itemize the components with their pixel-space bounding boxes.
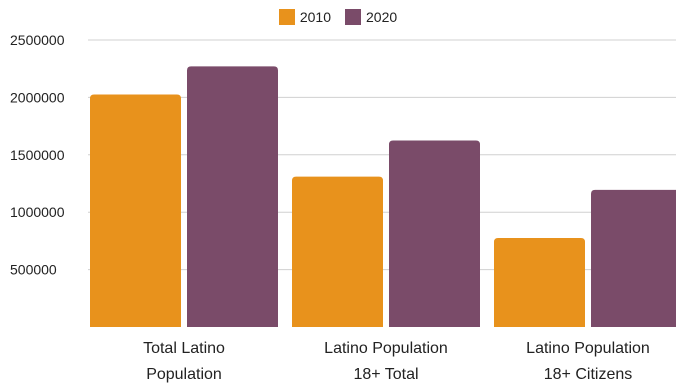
legend-label-2020: 2020	[366, 9, 398, 25]
x-category-label: 18+ Citizens	[544, 366, 633, 383]
x-category-label: Latino Population	[324, 340, 448, 357]
bars	[90, 66, 676, 328]
bar-2020-2[interactable]	[591, 189, 676, 327]
legend-swatch-2020	[345, 9, 361, 25]
x-category-label: Total Latino	[143, 340, 225, 357]
x-axis-category-labels: Total Latino Population Latino Population 1…	[143, 340, 650, 383]
y-axis-tick-labels: 2500000 2000000 1500000 1000000 500000	[10, 32, 65, 278]
y-tick-label: 1000000	[10, 204, 65, 220]
x-category-label: Population	[146, 366, 222, 383]
x-category-label: Latino Population	[526, 340, 650, 357]
x-category-label: 18+ Total	[353, 366, 418, 383]
y-tick-label: 2500000	[10, 32, 65, 48]
y-tick-label: 2000000	[10, 89, 65, 105]
chart-legend: 2010 2020	[0, 9, 676, 25]
bar-2010-0[interactable]	[90, 94, 181, 327]
legend-item-2010[interactable]: 2010	[278, 9, 331, 25]
y-tick-label: 500000	[10, 262, 57, 278]
bar-2010-2[interactable]	[494, 238, 585, 327]
bar-2010-1[interactable]	[292, 176, 383, 327]
bar-2020-0[interactable]	[187, 66, 278, 328]
legend-label-2010: 2010	[299, 9, 331, 25]
y-tick-label: 1500000	[10, 147, 65, 163]
legend-swatch-2010	[278, 9, 295, 25]
legend-item-2020[interactable]: 2020	[345, 9, 397, 25]
bar-2020-1[interactable]	[389, 140, 480, 327]
